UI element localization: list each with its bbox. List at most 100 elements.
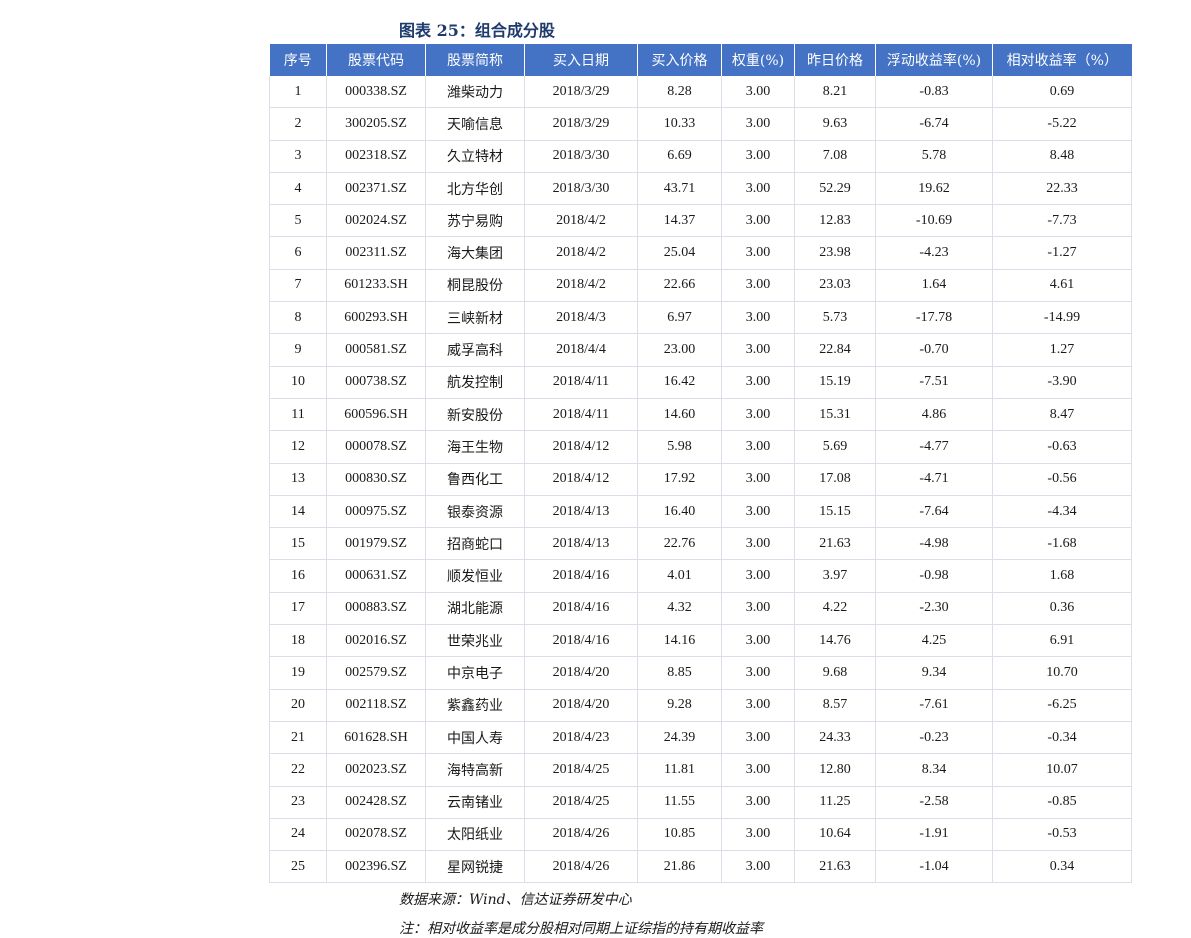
cell-floating-return: -4.77 <box>875 430 993 464</box>
cell-floating-return: -1.91 <box>875 818 993 852</box>
cell-code: 000078.SZ <box>326 430 426 464</box>
cell-weight: 3.00 <box>721 624 795 658</box>
table-row: 13 000830.SZ 鲁西化工 2018/4/12 17.92 3.00 17.08 -4… <box>269 463 1132 496</box>
cell-floating-return: 8.34 <box>875 753 993 787</box>
cell-yesterday-price: 5.69 <box>794 430 876 464</box>
table-row: 21 601628.SH 中国人寿 2018/4/23 24.39 3.00 24.33 -0… <box>269 721 1132 755</box>
cell-relative-return: -0.56 <box>992 463 1132 496</box>
header-floating-return: 浮动收益率(%) <box>875 44 993 76</box>
table-row: 15 001979.SZ 招商蛇口 2018/4/13 22.76 3.00 21.63 -4… <box>269 527 1132 561</box>
cell-floating-return: -7.61 <box>875 689 993 722</box>
cell-weight: 3.00 <box>721 430 795 464</box>
cell-seq: 12 <box>269 430 327 464</box>
cell-weight: 3.00 <box>721 721 795 755</box>
cell-seq: 1 <box>269 76 327 109</box>
cell-buy-price: 4.01 <box>637 559 722 593</box>
cell-seq: 19 <box>269 656 327 690</box>
cell-buy-price: 23.00 <box>637 333 722 367</box>
cell-floating-return: 4.86 <box>875 398 993 432</box>
cell-relative-return: -5.22 <box>992 107 1132 141</box>
cell-name: 海王生物 <box>425 430 525 464</box>
cell-yesterday-price: 23.98 <box>794 236 876 270</box>
cell-name: 威孚高科 <box>425 333 525 367</box>
cell-buy-price: 8.28 <box>637 76 722 109</box>
cell-name: 太阳纸业 <box>425 818 525 852</box>
cell-code: 002318.SZ <box>326 140 426 173</box>
cell-relative-return: 10.70 <box>992 656 1132 690</box>
cell-weight: 3.00 <box>721 592 795 626</box>
cell-yesterday-price: 5.73 <box>794 301 876 335</box>
cell-relative-return: 10.07 <box>992 753 1132 787</box>
table-row: 20 002118.SZ 紫鑫药业 2018/4/20 9.28 3.00 8.57 -7.6… <box>269 689 1132 722</box>
cell-seq: 22 <box>269 753 327 787</box>
cell-buy-date: 2018/4/13 <box>524 495 638 529</box>
cell-floating-return: -1.04 <box>875 850 993 884</box>
cell-weight: 3.00 <box>721 753 795 787</box>
cell-seq: 15 <box>269 527 327 561</box>
cell-buy-date: 2018/4/23 <box>524 721 638 755</box>
cell-seq: 6 <box>269 236 327 270</box>
cell-name: 银泰资源 <box>425 495 525 529</box>
cell-seq: 20 <box>269 689 327 722</box>
portfolio-table: 序号 股票代码 股票简称 买入日期 买入价格 权重(%) 昨日价格 浮动收益率(… <box>269 44 1132 884</box>
cell-code: 002078.SZ <box>326 818 426 852</box>
cell-yesterday-price: 14.76 <box>794 624 876 658</box>
cell-seq: 7 <box>269 269 327 303</box>
table-row: 22 002023.SZ 海特高新 2018/4/25 11.81 3.00 12.80 8.… <box>269 753 1132 787</box>
cell-name: 苏宁易购 <box>425 204 525 238</box>
table-row: 4 002371.SZ 北方华创 2018/3/30 43.71 3.00 52.29 19.… <box>269 172 1132 206</box>
cell-code: 300205.SZ <box>326 107 426 141</box>
cell-yesterday-price: 17.08 <box>794 463 876 496</box>
cell-relative-return: 1.27 <box>992 333 1132 367</box>
cell-name: 鲁西化工 <box>425 463 525 496</box>
cell-buy-date: 2018/4/4 <box>524 333 638 367</box>
cell-code: 601233.SH <box>326 269 426 303</box>
cell-buy-price: 16.40 <box>637 495 722 529</box>
table-row: 5 002024.SZ 苏宁易购 2018/4/2 14.37 3.00 12.83 -10.… <box>269 204 1132 238</box>
cell-buy-price: 9.28 <box>637 689 722 722</box>
cell-floating-return: -0.70 <box>875 333 993 367</box>
cell-buy-price: 8.85 <box>637 656 722 690</box>
cell-weight: 3.00 <box>721 366 795 399</box>
cell-code: 000631.SZ <box>326 559 426 593</box>
cell-seq: 23 <box>269 786 327 819</box>
table-row: 19 002579.SZ 中京电子 2018/4/20 8.85 3.00 9.68 9.34… <box>269 656 1132 690</box>
cell-yesterday-price: 21.63 <box>794 850 876 884</box>
cell-floating-return: -2.30 <box>875 592 993 626</box>
cell-weight: 3.00 <box>721 559 795 593</box>
table-row: 11 600596.SH 新安股份 2018/4/11 14.60 3.00 15.31 4.… <box>269 398 1132 432</box>
cell-buy-date: 2018/4/26 <box>524 818 638 852</box>
table-row: 17 000883.SZ 湖北能源 2018/4/16 4.32 3.00 4.22 -2.3… <box>269 592 1132 626</box>
cell-buy-date: 2018/4/12 <box>524 463 638 496</box>
cell-yesterday-price: 15.19 <box>794 366 876 399</box>
cell-buy-date: 2018/4/13 <box>524 527 638 561</box>
cell-buy-date: 2018/4/25 <box>524 753 638 787</box>
cell-code: 002579.SZ <box>326 656 426 690</box>
cell-seq: 2 <box>269 107 327 141</box>
cell-name: 中国人寿 <box>425 721 525 755</box>
cell-relative-return: -1.68 <box>992 527 1132 561</box>
cell-buy-date: 2018/4/2 <box>524 269 638 303</box>
cell-yesterday-price: 11.25 <box>794 786 876 819</box>
cell-seq: 3 <box>269 140 327 173</box>
cell-buy-date: 2018/4/16 <box>524 624 638 658</box>
header-seq: 序号 <box>269 44 327 76</box>
cell-name: 新安股份 <box>425 398 525 432</box>
cell-seq: 10 <box>269 366 327 399</box>
cell-buy-price: 16.42 <box>637 366 722 399</box>
cell-name: 紫鑫药业 <box>425 689 525 722</box>
cell-floating-return: -10.69 <box>875 204 993 238</box>
figure-title: 图表 25：组合成分股 <box>399 21 555 40</box>
cell-floating-return: -2.58 <box>875 786 993 819</box>
cell-buy-price: 4.32 <box>637 592 722 626</box>
cell-relative-return: -3.90 <box>992 366 1132 399</box>
table-row: 24 002078.SZ 太阳纸业 2018/4/26 10.85 3.00 10.64 -1… <box>269 818 1132 852</box>
cell-yesterday-price: 3.97 <box>794 559 876 593</box>
cell-buy-price: 14.37 <box>637 204 722 238</box>
cell-relative-return: 8.48 <box>992 140 1132 173</box>
cell-code: 002428.SZ <box>326 786 426 819</box>
cell-code: 002396.SZ <box>326 850 426 884</box>
cell-floating-return: -6.74 <box>875 107 993 141</box>
table-row: 2 300205.SZ 天喻信息 2018/3/29 10.33 3.00 9.63 -6.7… <box>269 107 1132 141</box>
cell-weight: 3.00 <box>721 333 795 367</box>
